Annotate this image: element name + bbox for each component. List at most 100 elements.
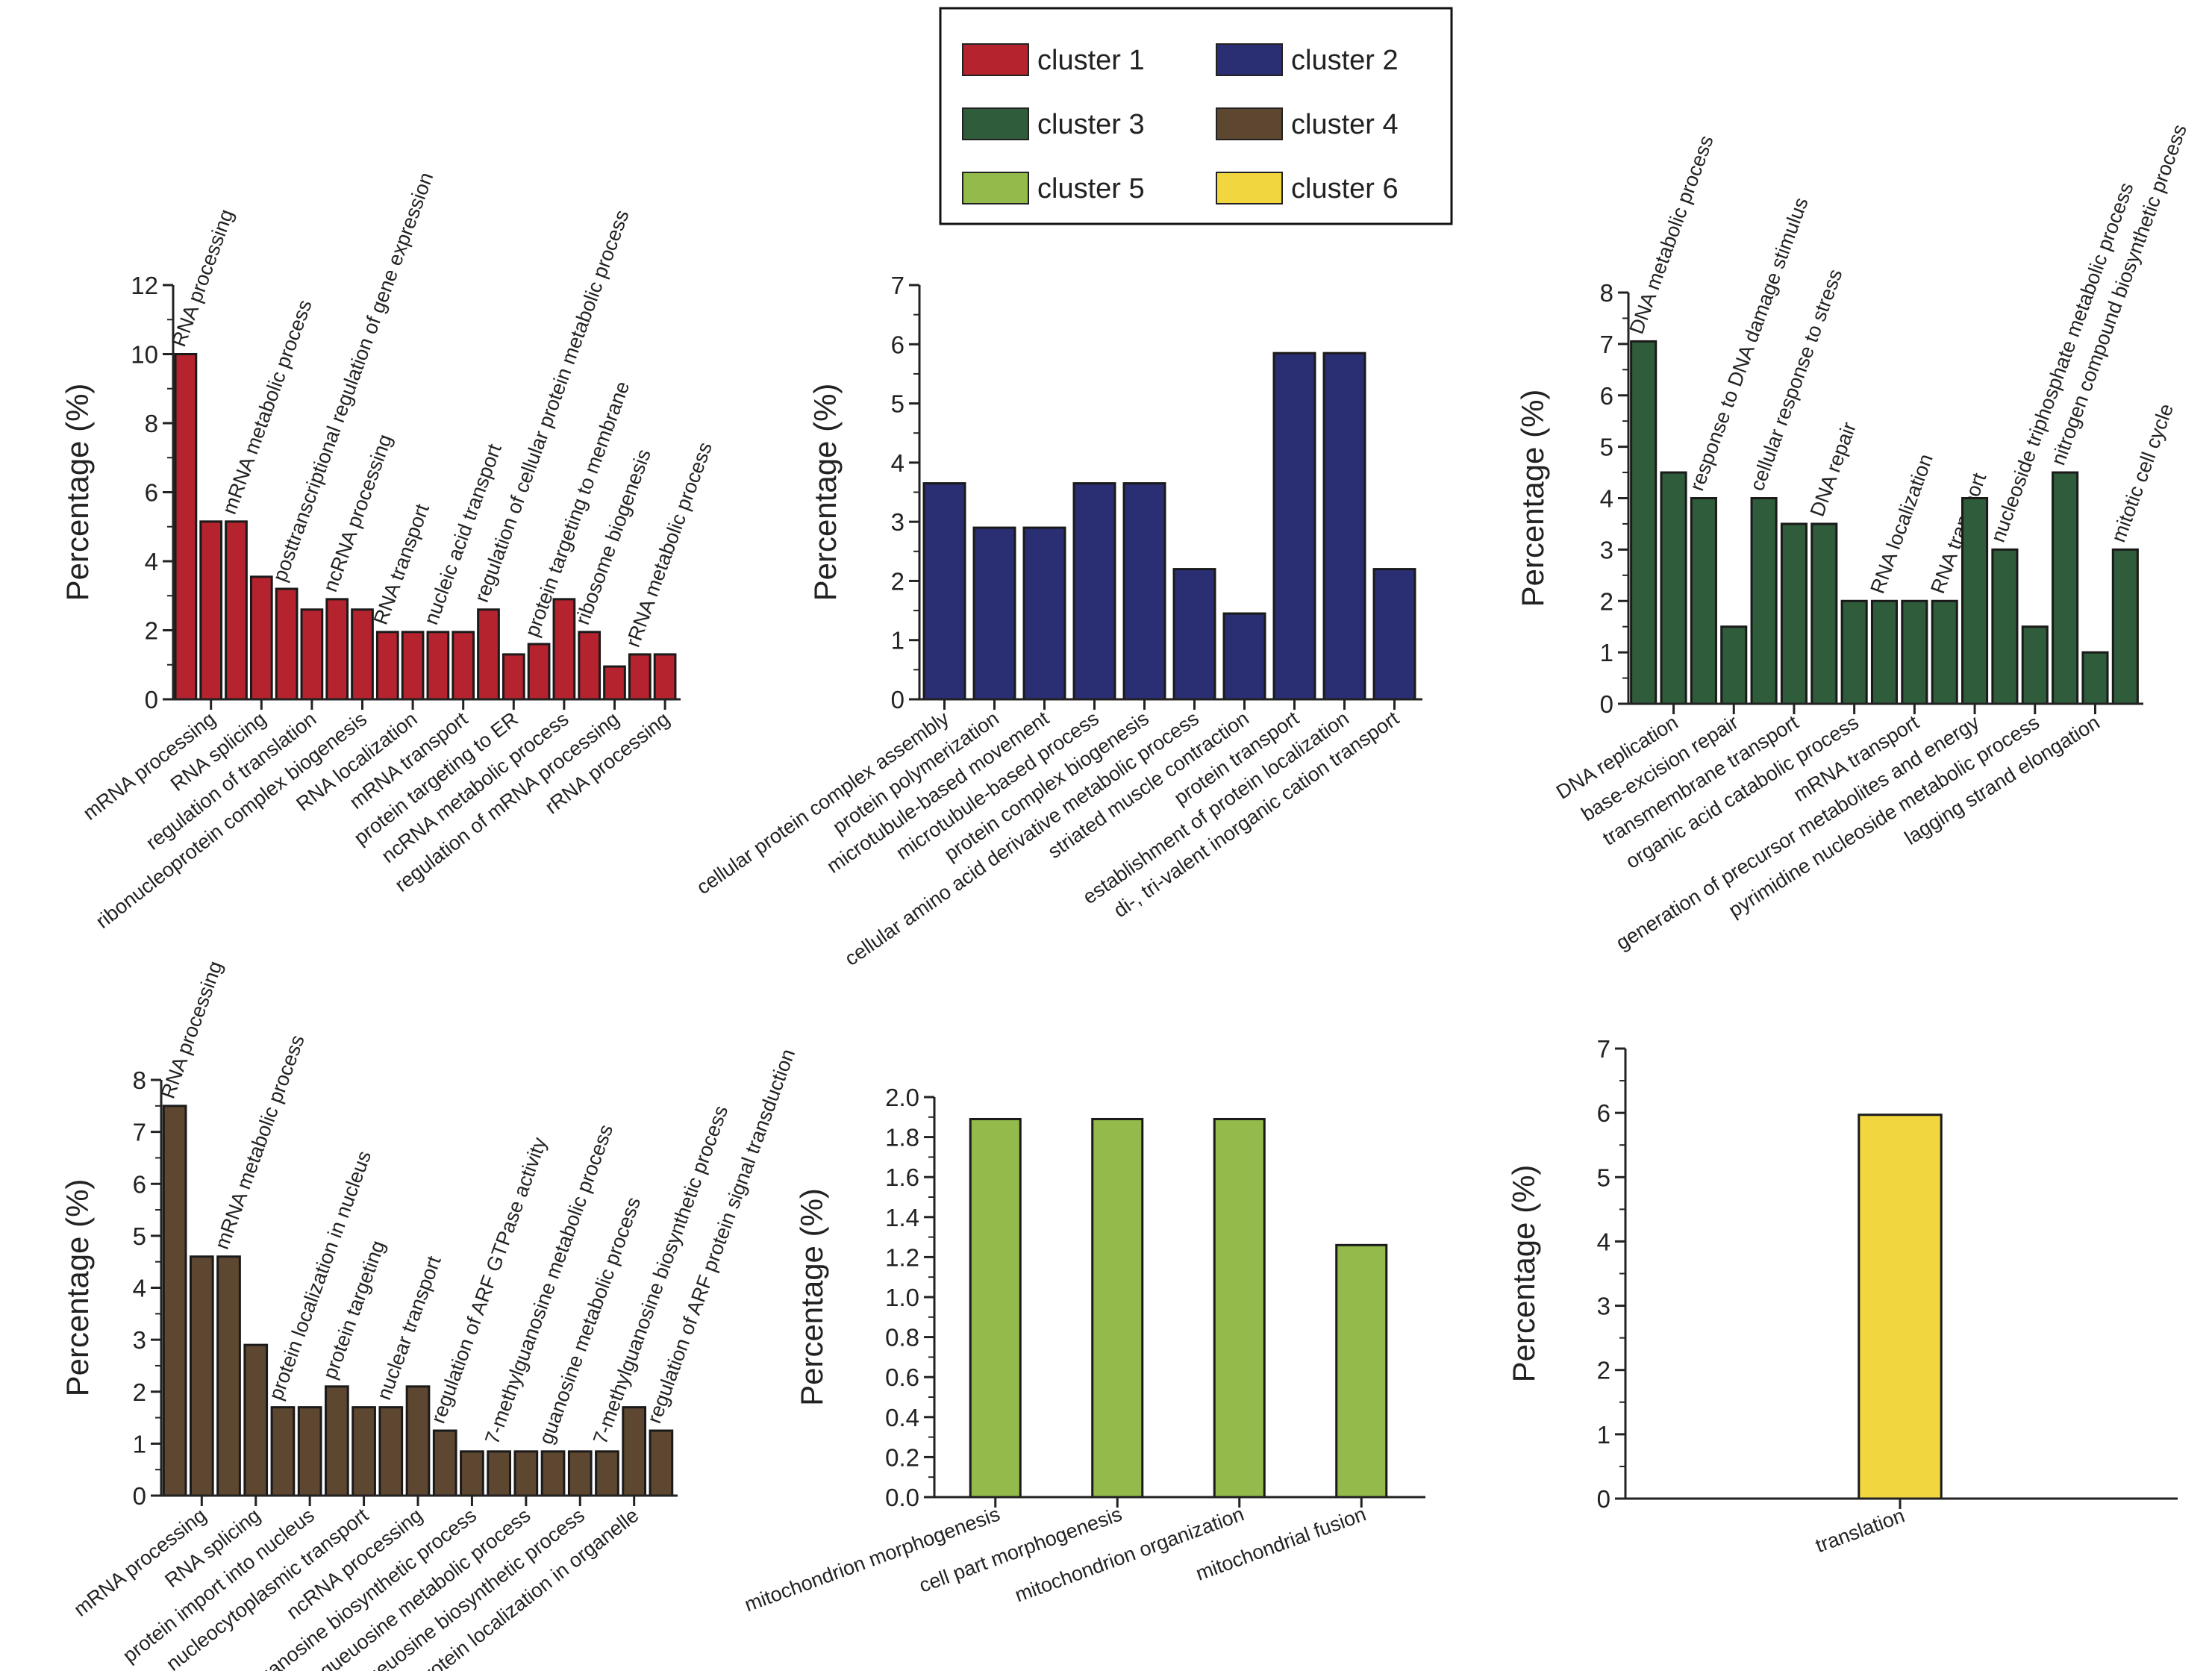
y-tick-label: 10 [131, 341, 158, 369]
bar [540, 1450, 566, 1497]
bar [249, 575, 273, 701]
chart-5: Percentage (%) 0.0 0.2 0.4 0.6 0.8 1.0 1.2 1.4 1.… [742, 1084, 1425, 1616]
bar [189, 1255, 214, 1497]
bar [567, 1450, 593, 1497]
bar [1858, 1114, 1943, 1500]
bar [513, 1450, 539, 1497]
bar [922, 482, 966, 701]
y-tick-label: 7 [133, 1119, 146, 1146]
y-tick-label: 3 [1597, 1293, 1610, 1320]
y-tick-label: 4 [133, 1275, 146, 1302]
bar [1022, 526, 1066, 701]
y-tick-label: 2 [133, 1378, 146, 1406]
y-tick-label: 1 [133, 1430, 146, 1458]
bar [351, 608, 374, 701]
y-tick-label: 0 [1600, 690, 1613, 718]
bar [199, 520, 223, 701]
bar [603, 665, 626, 701]
legend-swatch [1216, 43, 1283, 76]
y-axis-title: Percentage (%) [60, 384, 95, 602]
y-tick-label: 2 [1600, 587, 1613, 615]
y-tick-label: 1 [1597, 1421, 1610, 1449]
legend-item: cluster 6 [1216, 172, 1399, 204]
legend-swatch [1216, 172, 1283, 204]
bar [243, 1343, 269, 1497]
bar [325, 598, 349, 701]
bar [1335, 1243, 1388, 1499]
bar [527, 643, 551, 701]
bar [653, 653, 677, 701]
y-tick-label: 2 [891, 567, 905, 595]
bar [300, 608, 324, 701]
bar [1272, 352, 1316, 701]
y-tick-label: 4 [1597, 1228, 1610, 1255]
y-tick-label: 0.6 [885, 1364, 919, 1391]
bar [628, 653, 652, 701]
bar [578, 631, 602, 701]
bar [1660, 471, 1687, 705]
y-tick-label: 3 [891, 508, 905, 536]
y-axis-title: Percentage (%) [807, 384, 843, 602]
bar [2081, 651, 2109, 705]
y-tick-label: 0.0 [885, 1484, 919, 1511]
bar [1091, 1117, 1144, 1499]
bar [502, 653, 525, 701]
bar [225, 520, 248, 701]
legend-item: cluster 2 [1216, 43, 1399, 76]
bar [1931, 599, 1958, 705]
bar [595, 1450, 619, 1497]
bar [2111, 548, 2139, 705]
y-axis-title: Percentage (%) [1515, 390, 1550, 608]
y-tick-label: 6 [133, 1170, 146, 1198]
y-tick-label: 7 [1600, 331, 1613, 358]
bar [1172, 568, 1216, 701]
y-tick-label: 6 [891, 331, 905, 358]
category-label-above: mRNA metabolic process [210, 1032, 309, 1252]
bar [1072, 482, 1116, 701]
y-axis-title: Percentage (%) [794, 1188, 829, 1406]
chart-4: Percentage (%) 0 1 2 3 4 5 6 7 8 RNA processingmRN… [60, 958, 799, 1671]
y-tick-label: 4 [1600, 485, 1613, 513]
y-axis-title: Percentage (%) [1506, 1165, 1541, 1383]
y-tick-label: 1 [1600, 639, 1613, 666]
y-tick-label: 1.8 [885, 1124, 919, 1152]
y-tick-label: 8 [133, 1066, 146, 1094]
legend-label: cluster 3 [1037, 109, 1145, 140]
legend-item: cluster 5 [962, 172, 1145, 204]
bar [477, 608, 500, 701]
bar [1840, 599, 1868, 705]
y-tick-label: 5 [891, 390, 905, 418]
bar [275, 587, 299, 701]
bar [1322, 352, 1366, 701]
y-tick-label: 7 [1597, 1035, 1610, 1063]
bar [216, 1255, 241, 1497]
y-tick-label: 8 [145, 410, 158, 437]
bar [2052, 471, 2079, 705]
category-label-above: DNA repair [1806, 419, 1860, 519]
y-tick-label: 5 [1597, 1164, 1610, 1191]
y-tick-label: 2 [1597, 1357, 1610, 1384]
legend-item: cluster 4 [1216, 107, 1399, 140]
legend-label: cluster 2 [1291, 45, 1399, 76]
legend-label: cluster 5 [1037, 173, 1145, 204]
y-tick-label: 2 [145, 617, 158, 645]
y-axis-title: Percentage (%) [60, 1179, 95, 1397]
bar [1780, 522, 1808, 705]
y-tick-label: 1.6 [885, 1164, 919, 1191]
bar [1630, 340, 1658, 705]
legend-label: cluster 4 [1291, 109, 1399, 140]
y-tick-label: 0.8 [885, 1324, 919, 1352]
bar [1961, 497, 1989, 705]
bar [1720, 625, 1748, 705]
legend-item: cluster 1 [962, 43, 1145, 76]
bar [1122, 482, 1166, 701]
legend-swatch [962, 107, 1029, 140]
y-tick-label: 1.2 [885, 1243, 919, 1271]
category-label-above: mitotic cell cycle [2107, 401, 2178, 546]
y-tick-label: 6 [1597, 1099, 1610, 1127]
bar [460, 1450, 484, 1497]
y-tick-label: 1.0 [885, 1284, 919, 1311]
y-tick-label: 2.0 [885, 1084, 919, 1111]
